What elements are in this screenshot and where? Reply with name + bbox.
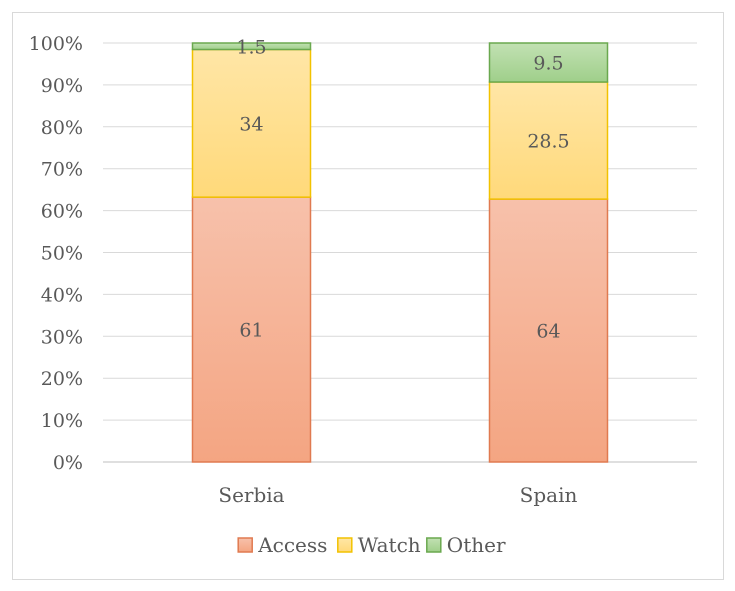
y-tick-label: 90% (41, 75, 83, 97)
chart-frame: 0% 10% 20% 30% 40% 50% 60% 70% 80% 90% 100% 61 34 1.… (12, 12, 724, 580)
data-label: 1.5 (236, 36, 266, 58)
legend-label: Other (447, 533, 506, 557)
data-labels: 61 34 1.5 64 28.5 9.5 (236, 36, 569, 342)
y-tick-label: 50% (41, 243, 83, 265)
data-label: 34 (239, 113, 263, 135)
legend-swatch (426, 537, 442, 553)
bar-watch-serbia (191, 48, 312, 198)
y-tick-label: 30% (41, 326, 83, 348)
stacked-bar-chart: 0% 10% 20% 30% 40% 50% 60% 70% 80% 90% 100% 61 34 1.… (29, 33, 697, 557)
y-tick-label: 60% (41, 201, 83, 223)
y-tick-label: 40% (41, 284, 83, 306)
y-tick-label: 20% (41, 368, 83, 390)
legend-label: Access (257, 533, 327, 557)
x-category-label: Serbia (218, 483, 284, 507)
data-label: 64 (536, 321, 560, 343)
data-label: 9.5 (533, 53, 563, 75)
bar-watch-spain (488, 81, 609, 200)
y-tick-label: 70% (41, 159, 83, 181)
y-tick-label: 80% (41, 117, 83, 139)
bars (191, 42, 609, 463)
bar-other-spain (488, 42, 609, 83)
y-tick-label: 10% (41, 410, 83, 432)
x-axis-categories: Serbia Spain (218, 483, 577, 507)
bar-other-serbia (191, 42, 312, 51)
legend-swatch (237, 537, 253, 553)
legend-swatch (337, 537, 353, 553)
y-tick-label: 0% (53, 452, 83, 474)
legend: Access Watch Other (237, 533, 506, 557)
x-category-label: Spain (520, 483, 578, 507)
y-axis-ticks: 0% 10% 20% 30% 40% 50% 60% 70% 80% 90% 100% (29, 33, 83, 474)
legend-item-other: Other (426, 533, 506, 557)
bar-access-spain (488, 198, 609, 463)
y-tick-label: 100% (29, 33, 83, 55)
legend-item-watch: Watch (337, 533, 421, 557)
legend-label: Watch (358, 533, 421, 557)
data-label: 61 (239, 320, 263, 342)
legend-item-access: Access (237, 533, 327, 557)
bar-access-serbia (191, 196, 312, 463)
data-label: 28.5 (527, 131, 569, 153)
